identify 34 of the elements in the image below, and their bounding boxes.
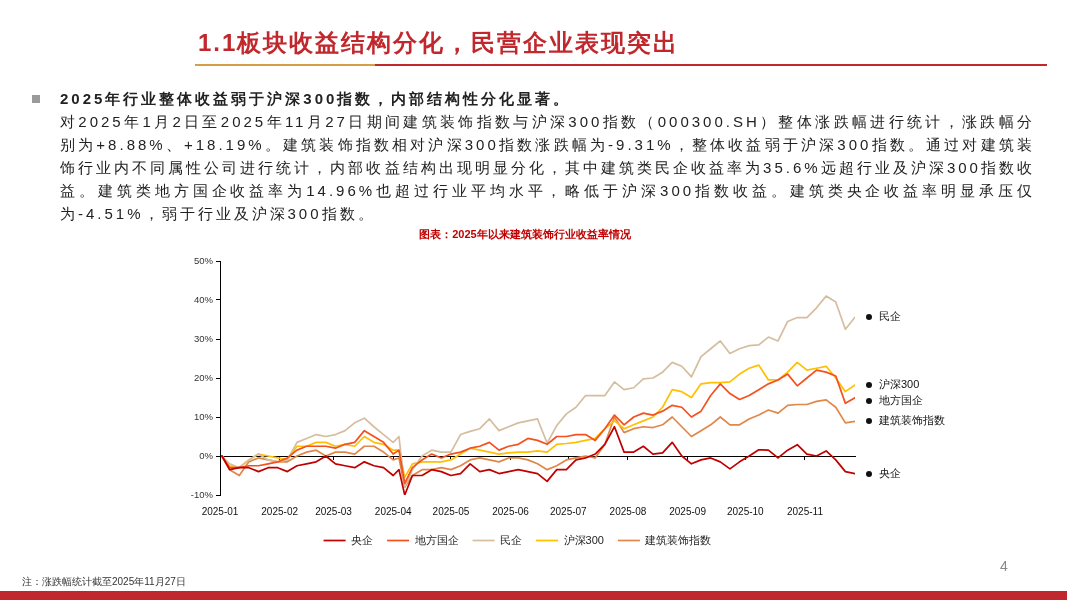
- legend-label: 地方国企: [413, 533, 459, 546]
- y-tick-label: 10%: [193, 410, 214, 422]
- text: 建筑装饰指数: [879, 414, 945, 427]
- legend-label: 沪深300: [563, 533, 604, 546]
- x-tick-label: 2025-10: [726, 505, 765, 517]
- text: 沪深300: [879, 378, 920, 391]
- text: 4: [1000, 558, 1008, 574]
- chart-subtitle: 图表：2025年以来建筑装饰行业收益率情况: [418, 227, 632, 242]
- text: 地方国企: [879, 394, 923, 407]
- x-tick-label: 2025-01: [201, 505, 239, 517]
- x-tick-label: 2025-02: [261, 505, 299, 517]
- y-tick-label: 50%: [193, 254, 214, 266]
- y-tick-label: 0%: [199, 449, 214, 461]
- x-tick-label: 2025-05: [432, 505, 470, 517]
- text: 民企: [879, 310, 901, 323]
- x-tick-label: 2025-11: [786, 505, 824, 517]
- x-tick-label: 2025-08: [609, 505, 647, 517]
- y-tick-label: -10%: [190, 488, 214, 500]
- text: 注：涨跌幅统计截至2025年11月27日: [22, 576, 186, 588]
- legend-label: 建筑装饰指数: [644, 533, 712, 546]
- text: 央企: [879, 466, 901, 479]
- chart-title: 1.1板块收益结构分化，民营企业表现突出: [198, 28, 680, 58]
- x-tick-label: 2025-07: [549, 505, 588, 517]
- text: 2025年行业整体收益弱于沪深300指数，内部结构性分化显著。: [60, 89, 573, 109]
- legend-label: 民企: [500, 533, 523, 546]
- x-tick-label: 2025-03: [315, 505, 353, 517]
- x-tick-label: 2025-09: [669, 505, 707, 517]
- y-tick-label: 30%: [193, 332, 214, 344]
- text: 对2025年1月2日至2025年11月27日期间建筑装饰指数与沪深300指数（000300.SH）整体涨跌幅进行统计，涨跌幅分别为+8.88%、+18.19%。建筑装饰指数相对沪深300指数涨跌幅为-9.31%，整体收益弱于沪深300指数。通过对建筑装饰行业内不同属性公司进行统计，内部收益结构出现明显分化，其中建筑类民企收益率为35.6%远超行业及沪深300指数收益。建筑类地方国企收益率为14.96%也超过行业平均水平，略低于沪深300指数收益。建筑类央企收益率明显承压仅为-4.51%，弱于行业及沪深300指数。: [60, 112, 1035, 224]
- legend-label: 央企: [351, 533, 374, 546]
- y-tick-label: 40%: [193, 293, 214, 305]
- x-tick-label: 2025-06: [492, 505, 530, 517]
- y-tick-label: 20%: [193, 371, 214, 383]
- x-tick-label: 2025-04: [374, 505, 412, 517]
